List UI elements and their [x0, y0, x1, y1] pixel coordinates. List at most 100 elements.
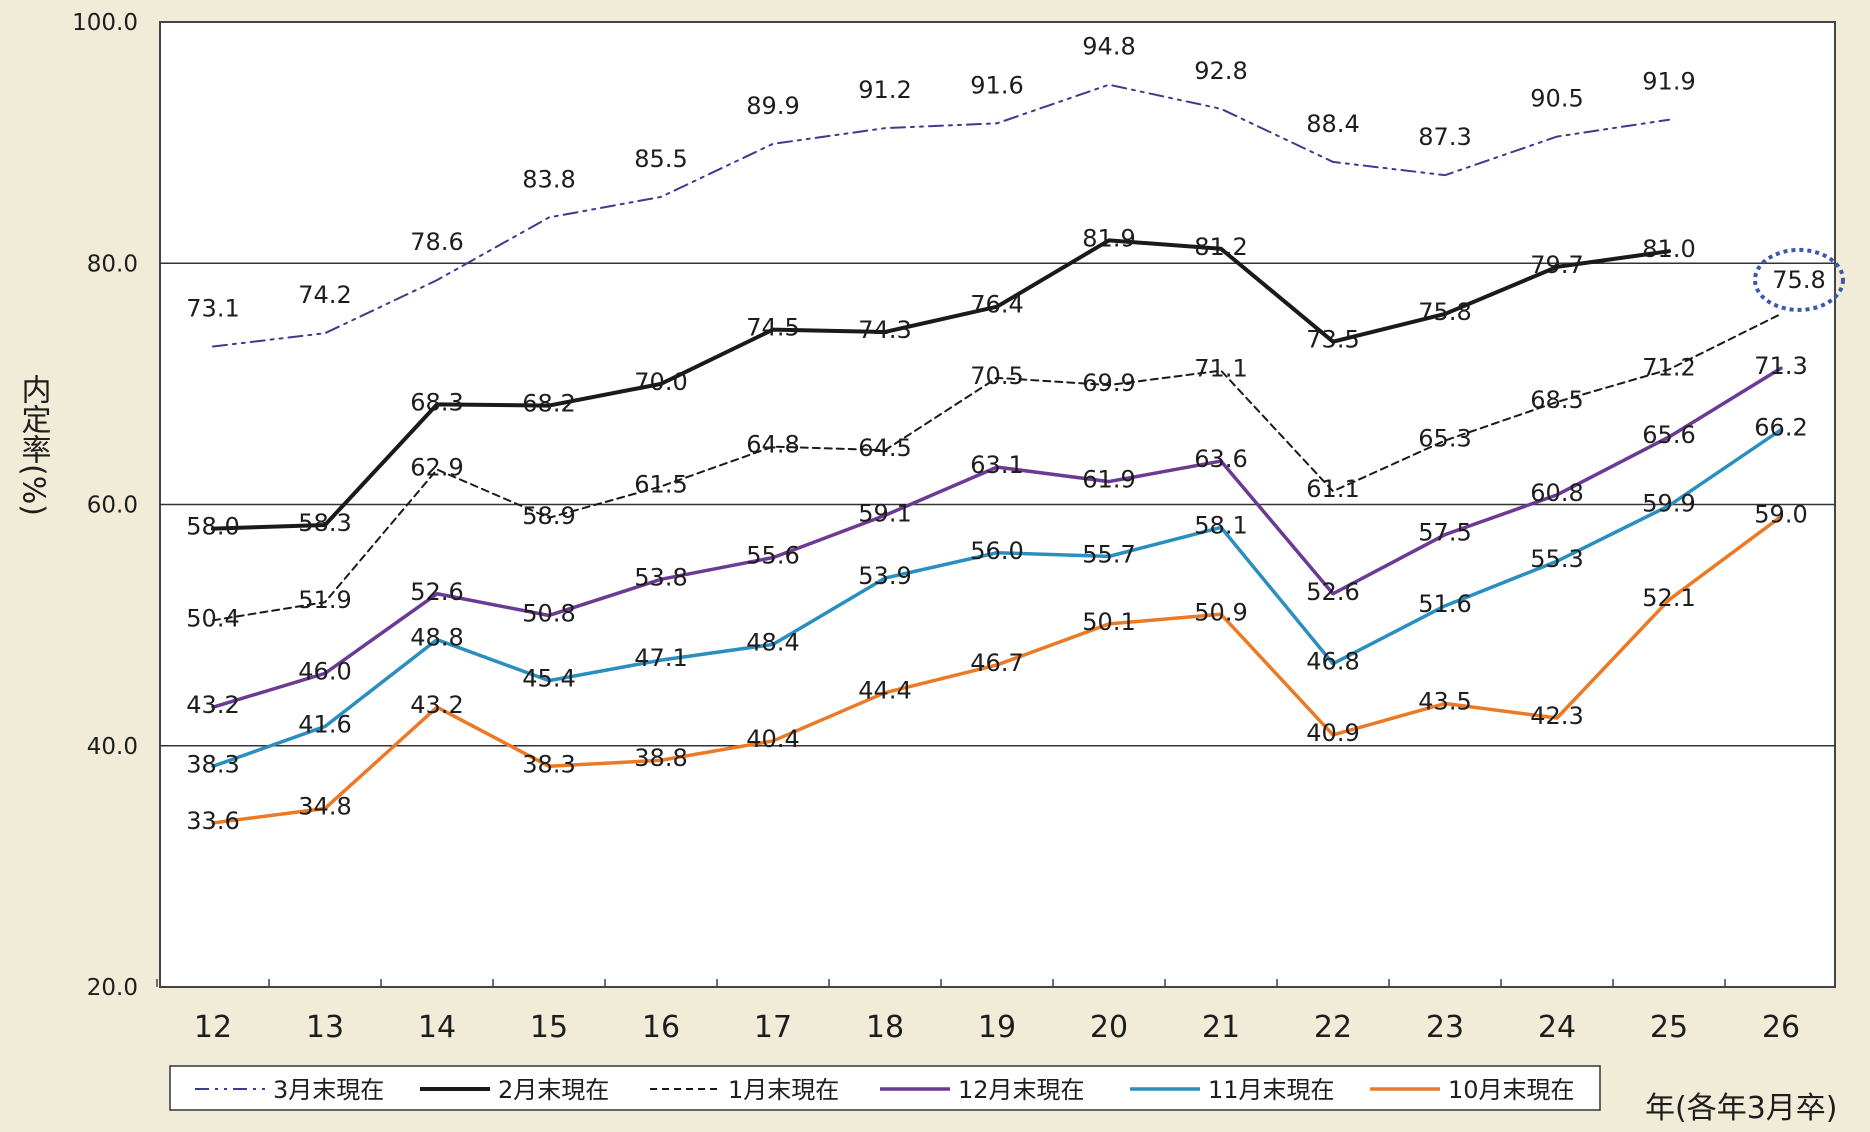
data-label: 74.3: [858, 316, 911, 344]
data-label: 55.7: [1082, 540, 1135, 568]
data-label: 91.6: [970, 71, 1023, 99]
data-label: 59.0: [1754, 501, 1807, 529]
data-label: 76.4: [970, 291, 1023, 319]
data-label: 68.5: [1530, 386, 1583, 414]
data-label: 51.6: [1418, 590, 1471, 618]
data-label: 70.0: [634, 368, 687, 396]
data-label: 73.1: [186, 294, 239, 322]
data-label: 91.2: [858, 76, 911, 104]
x-tick-label: 26: [1762, 1010, 1800, 1045]
y-tick-label: 100.0: [72, 10, 138, 36]
data-label: 44.4: [858, 677, 911, 705]
data-label: 48.4: [746, 628, 799, 656]
data-label: 73.5: [1306, 326, 1359, 354]
y-tick-label: 40.0: [87, 734, 138, 760]
data-label: 55.6: [746, 542, 799, 570]
data-label: 71.1: [1194, 355, 1247, 383]
data-label: 65.6: [1642, 421, 1695, 449]
data-label: 52.6: [1306, 578, 1359, 606]
data-label: 59.1: [858, 499, 911, 527]
data-label: 85.5: [634, 145, 687, 173]
x-axis-title: 年(各年3月卒): [1645, 1091, 1838, 1126]
data-label: 71.2: [1642, 353, 1695, 381]
x-tick-label: 16: [642, 1010, 680, 1045]
x-tick-label: 20: [1090, 1010, 1128, 1045]
series-line-1: [211, 238, 1671, 531]
x-tick-label: 22: [1314, 1010, 1352, 1045]
data-label: 58.3: [298, 509, 351, 537]
data-label: 74.2: [298, 281, 351, 309]
data-label: 40.4: [746, 725, 799, 753]
data-label: 81.9: [1082, 224, 1135, 252]
x-tick-label: 18: [866, 1010, 904, 1045]
y-axis-title: 内定率(%): [16, 374, 51, 516]
x-tick-label: 14: [418, 1010, 456, 1045]
legend-label: 10月末現在: [1448, 1076, 1575, 1104]
y-tick-label: 20.0: [87, 975, 138, 1001]
data-label: 66.2: [1754, 414, 1807, 442]
data-label: 53.8: [634, 563, 687, 591]
data-label: 50.9: [1194, 598, 1247, 626]
data-label: 63.1: [970, 451, 1023, 479]
data-label: 59.9: [1642, 490, 1695, 518]
legend-label: 11月末現在: [1208, 1076, 1335, 1104]
series-line-0: [212, 83, 1670, 348]
data-label: 75.8: [1418, 298, 1471, 326]
data-label: 42.3: [1530, 702, 1583, 730]
data-label: 60.8: [1530, 479, 1583, 507]
data-label: 61.9: [1082, 466, 1135, 494]
data-label: 64.5: [858, 434, 911, 462]
data-label: 50.4: [186, 604, 239, 632]
y-tick-label: 80.0: [87, 251, 138, 277]
data-label: 61.1: [1306, 475, 1359, 503]
data-label: 63.6: [1194, 445, 1247, 473]
x-tick-label: 23: [1426, 1010, 1464, 1045]
data-label: 53.9: [858, 562, 911, 590]
series-line-2: [212, 312, 1782, 622]
data-label: 50.8: [522, 599, 575, 627]
data-label: 92.8: [1194, 57, 1247, 85]
legend: 3月末現在 2月末現在 1月末現在 12月末現在 11月末現在 10月末現在: [169, 1065, 1601, 1111]
x-tick-label: 15: [530, 1010, 568, 1045]
data-label: 57.5: [1418, 519, 1471, 547]
data-label: 38.8: [634, 744, 687, 772]
data-label: 45.4: [522, 665, 575, 693]
data-label: 51.9: [298, 586, 351, 614]
data-label: 87.3: [1418, 123, 1471, 151]
data-label: 88.4: [1306, 110, 1359, 138]
data-label: 70.5: [970, 362, 1023, 390]
data-label: 90.5: [1530, 85, 1583, 113]
data-label: 78.6: [410, 228, 463, 256]
data-label: 68.3: [410, 388, 463, 416]
data-label: 64.8: [746, 431, 799, 459]
data-label: 81.0: [1642, 235, 1695, 263]
data-label: 52.6: [410, 578, 463, 606]
data-label: 47.1: [634, 644, 687, 672]
data-label: 52.1: [1642, 584, 1695, 612]
data-label: 56.0: [970, 537, 1023, 565]
data-label: 91.9: [1642, 68, 1695, 96]
data-label: 94.8: [1082, 33, 1135, 61]
x-axis: 12 13 14 15 16 17 18 19 20 21 22 23 24 25 26: [156, 979, 1800, 1045]
data-label: 58.9: [522, 502, 575, 530]
data-label: 40.9: [1306, 719, 1359, 747]
x-tick-label: 24: [1538, 1010, 1576, 1045]
data-label: 81.2: [1194, 233, 1247, 261]
x-tick-label: 12: [194, 1010, 232, 1045]
data-label: 71.3: [1754, 352, 1807, 380]
data-label: 43.2: [410, 691, 463, 719]
highlight-circle: [1753, 247, 1845, 312]
data-label: 41.6: [298, 710, 351, 738]
data-label: 75.8: [1772, 266, 1825, 294]
data-label: 69.9: [1082, 369, 1135, 397]
y-tick-label: 60.0: [87, 493, 138, 519]
series-line-5: [211, 514, 1783, 825]
data-label: 58.1: [1194, 511, 1247, 539]
data-label: 33.6: [186, 807, 239, 835]
legend-label: 1月末現在: [728, 1076, 839, 1104]
y-axis: 20.0 40.0 60.0 80.0 100.0: [72, 10, 138, 1001]
data-label: 46.8: [1306, 648, 1359, 676]
x-tick-label: 25: [1650, 1010, 1688, 1045]
